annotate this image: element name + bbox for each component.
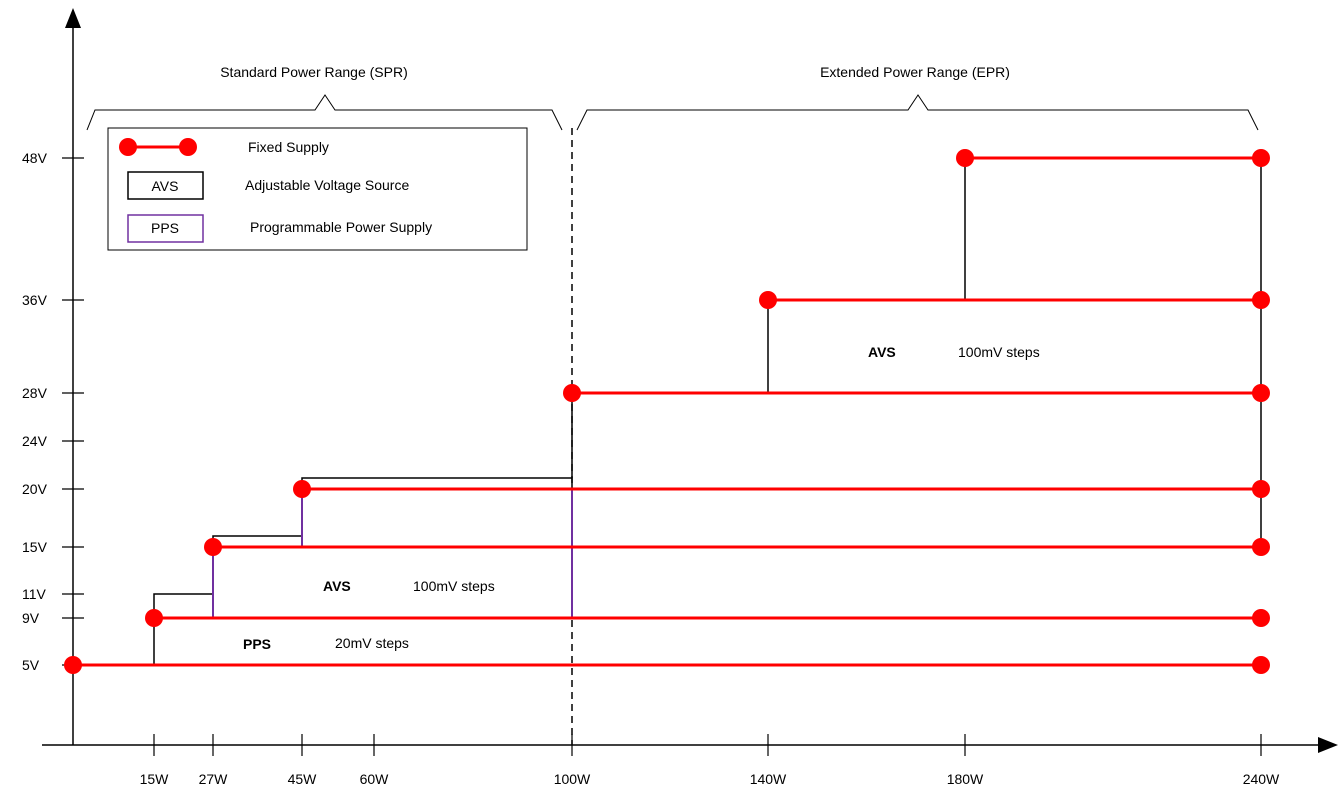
fixed-supply-9v-end-dot bbox=[1252, 609, 1270, 627]
spr-label: Standard Power Range (SPR) bbox=[220, 64, 408, 80]
legend-fixed-label: Fixed Supply bbox=[248, 139, 329, 155]
fixed-supply-20v-start-dot bbox=[293, 480, 311, 498]
epr-avs-label: AVS bbox=[868, 344, 896, 360]
spr-avs-staircase bbox=[153, 477, 573, 665]
x-tick-label-240w: 240W bbox=[1243, 771, 1280, 787]
fixed-supply-36v-end-dot bbox=[1252, 291, 1270, 309]
y-tick-label-24v: 24V bbox=[22, 433, 48, 449]
x-tick-label-15w: 15W bbox=[140, 771, 170, 787]
fixed-supply-36v-start-dot bbox=[759, 291, 777, 309]
legend-avs-box-label: AVS bbox=[152, 178, 179, 194]
pps-boundary bbox=[212, 488, 573, 619]
y-axis-ticks: 5V 9V 11V 15V 20V 24V 28V 36V 48V bbox=[22, 150, 84, 673]
epr-label: Extended Power Range (EPR) bbox=[820, 64, 1010, 80]
y-tick-label-11v: 11V bbox=[22, 586, 47, 602]
y-tick-label-28v: 28V bbox=[22, 385, 48, 401]
y-axis-arrow bbox=[65, 8, 81, 28]
epr-brace bbox=[576, 94, 1259, 131]
fixed-supply-28v-end-dot bbox=[1252, 384, 1270, 402]
epr-avs-steps: 100mV steps bbox=[958, 344, 1040, 360]
y-tick-label-48v: 48V bbox=[22, 150, 48, 166]
x-axis-ticks: 15W 27W 45W 60W 100W 140W 180W 240W bbox=[140, 734, 1280, 787]
fixed-supply-9v-start-dot bbox=[145, 609, 163, 627]
fixed-supply-15v-end-dot bbox=[1252, 538, 1270, 556]
legend-avs-box bbox=[127, 171, 204, 200]
legend-fixed-dot-right bbox=[179, 138, 197, 156]
fixed-supply-15v-start-dot bbox=[204, 538, 222, 556]
x-tick-label-140w: 140W bbox=[750, 771, 787, 787]
x-axis-arrow bbox=[1318, 737, 1338, 753]
fixed-supply-lines bbox=[64, 149, 1270, 674]
legend: Fixed Supply AVS Adjustable Voltage Sour… bbox=[107, 127, 528, 251]
spr-avs-label: AVS bbox=[323, 578, 351, 594]
legend-avs-label: Adjustable Voltage Source bbox=[245, 177, 409, 193]
pps-label: PPS bbox=[243, 636, 271, 652]
legend-pps-label: Programmable Power Supply bbox=[250, 219, 432, 235]
fixed-supply-48v-end-dot bbox=[1252, 149, 1270, 167]
y-tick-label-20v: 20V bbox=[22, 481, 48, 497]
axes bbox=[42, 22, 1322, 746]
x-tick-label-180w: 180W bbox=[947, 771, 984, 787]
y-tick-label-36v: 36V bbox=[22, 292, 48, 308]
fixed-supply-48v-start-dot bbox=[956, 149, 974, 167]
x-tick-label-45w: 45W bbox=[288, 771, 318, 787]
legend-pps-box bbox=[127, 214, 204, 243]
x-tick-label-27w: 27W bbox=[199, 771, 229, 787]
y-tick-label-9v: 9V bbox=[22, 610, 40, 626]
x-tick-label-100w: 100W bbox=[554, 771, 591, 787]
fixed-supply-20v-end-dot bbox=[1252, 480, 1270, 498]
fixed-supply-28v-start-dot bbox=[563, 384, 581, 402]
x-tick-label-60w: 60W bbox=[360, 771, 390, 787]
legend-fixed-dot-left bbox=[119, 138, 137, 156]
spr-brace bbox=[86, 94, 563, 131]
legend-pps-box-label: PPS bbox=[151, 220, 179, 236]
fixed-supply-5v-start-dot bbox=[64, 656, 82, 674]
spr-avs-steps: 100mV steps bbox=[413, 578, 495, 594]
fixed-supply-5v-end-dot bbox=[1252, 656, 1270, 674]
y-tick-label-5v: 5V bbox=[22, 657, 40, 673]
y-tick-label-15v: 15V bbox=[22, 539, 48, 555]
pps-steps: 20mV steps bbox=[335, 635, 409, 651]
